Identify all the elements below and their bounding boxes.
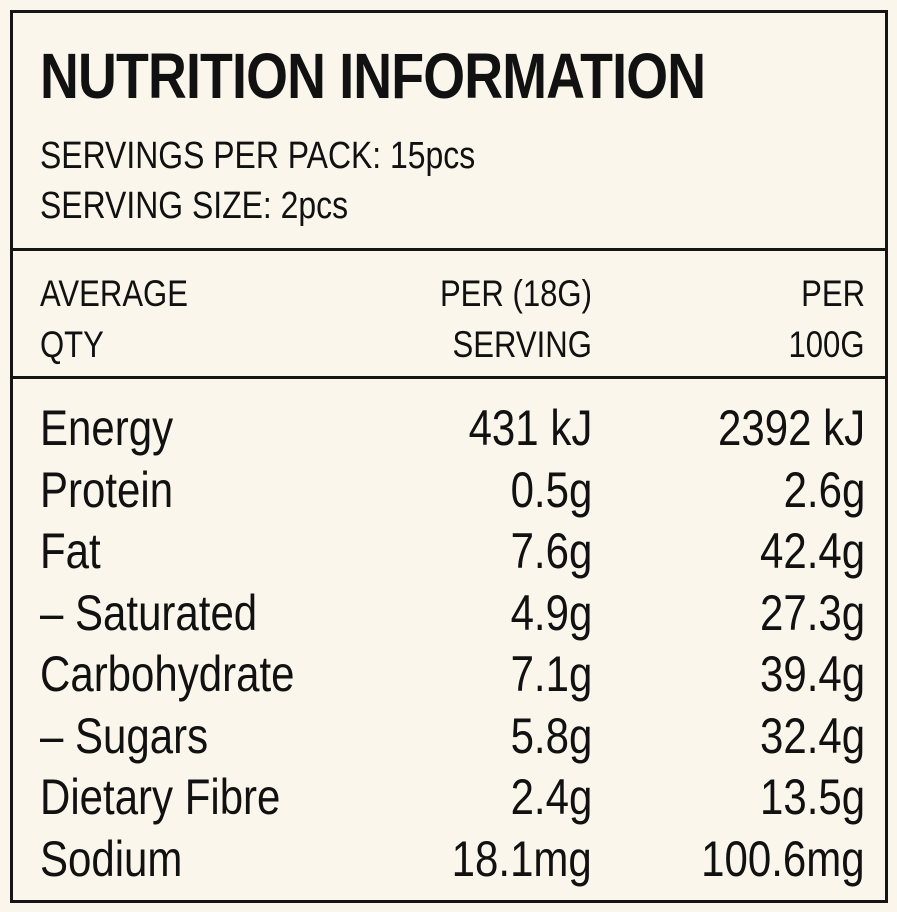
row-per-serving: 7.6g bbox=[510, 523, 592, 579]
header-col2-line1: PER (18G) bbox=[440, 273, 592, 314]
row-label: Protein bbox=[40, 461, 174, 518]
row-per-100g: 27.3g bbox=[759, 584, 865, 641]
row-per-serving: 7.1g bbox=[510, 646, 592, 702]
row-per-100g: 100.6mg bbox=[701, 830, 865, 887]
row-per-100g: 42.4g bbox=[759, 523, 865, 579]
row-per-serving: 0.5g bbox=[510, 461, 592, 518]
page-title: NUTRITION INFORMATION bbox=[40, 40, 706, 112]
row-per-serving: 2.4g bbox=[510, 769, 592, 825]
row-per-serving: 431 kJ bbox=[468, 400, 592, 456]
header-col2-line2: SERVING bbox=[452, 324, 592, 365]
header-col1-line2: QTY bbox=[40, 324, 104, 365]
header-col3-line1: PER bbox=[801, 273, 865, 314]
row-label: – Sugars bbox=[40, 707, 209, 764]
row-per-100g: 2.6g bbox=[783, 461, 865, 518]
row-per-100g: 13.5g bbox=[759, 769, 865, 825]
servings-per-pack: SERVINGS PER PACK: 15pcs bbox=[40, 135, 476, 177]
row-label: – Saturated bbox=[40, 584, 258, 641]
header-col1-line1: AVERAGE bbox=[40, 273, 188, 314]
row-label: Energy bbox=[40, 400, 174, 456]
nutrition-panel bbox=[10, 10, 888, 903]
row-per-serving: 4.9g bbox=[510, 584, 592, 641]
header-col3-line2: 100G bbox=[788, 324, 865, 365]
row-label: Fat bbox=[40, 523, 101, 579]
row-per-100g: 32.4g bbox=[759, 707, 865, 764]
row-per-serving: 18.1mg bbox=[451, 830, 592, 887]
row-per-100g: 39.4g bbox=[759, 646, 865, 702]
row-per-serving: 5.8g bbox=[510, 707, 592, 764]
divider bbox=[10, 376, 888, 379]
divider bbox=[10, 248, 888, 251]
row-label: Dietary Fibre bbox=[40, 769, 281, 825]
row-label: Carbohydrate bbox=[40, 646, 295, 702]
row-per-100g: 2392 kJ bbox=[717, 400, 865, 456]
serving-size: SERVING SIZE: 2pcs bbox=[40, 185, 349, 227]
row-label: Sodium bbox=[40, 830, 183, 887]
